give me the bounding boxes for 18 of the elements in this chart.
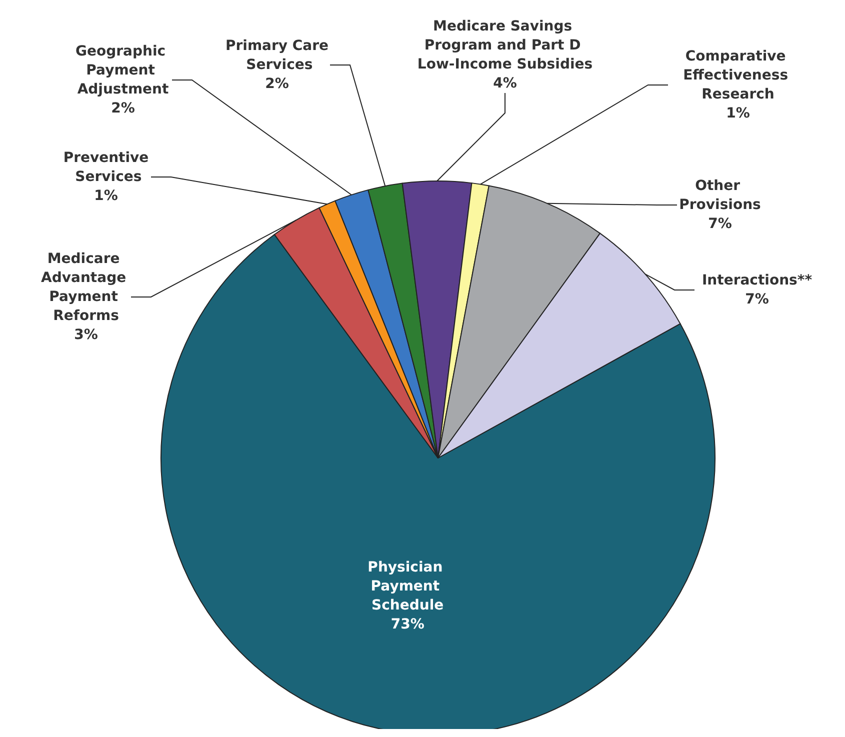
data-label: 73% — [390, 616, 424, 633]
slice-label: Medicare Savings Program and Part D Low-Income Subsidies — [417, 18, 593, 72]
slice-label: Physician Payment Schedule — [368, 560, 448, 614]
slice-label: Geographic Payment Adjustment — [76, 44, 170, 98]
slice-label: Other Provisions — [679, 178, 761, 213]
data-label: 7% — [708, 216, 732, 232]
slice-label: Preventive Services — [63, 150, 149, 185]
data-label: 7% — [745, 292, 769, 308]
data-label: 3% — [74, 327, 98, 343]
slice-label: Medicare Advantage Payment Reforms — [41, 251, 131, 324]
data-label: 2% — [111, 100, 135, 116]
data-label: 1% — [94, 188, 118, 204]
slice-label: Interactions** — [702, 272, 813, 288]
slice-label: Primary Care Services — [225, 38, 329, 73]
data-label: 2% — [265, 76, 289, 92]
data-label: 4% — [493, 76, 517, 92]
data-label: 1% — [726, 106, 750, 122]
slice-label: Comparative Effectiveness Research — [683, 48, 793, 102]
